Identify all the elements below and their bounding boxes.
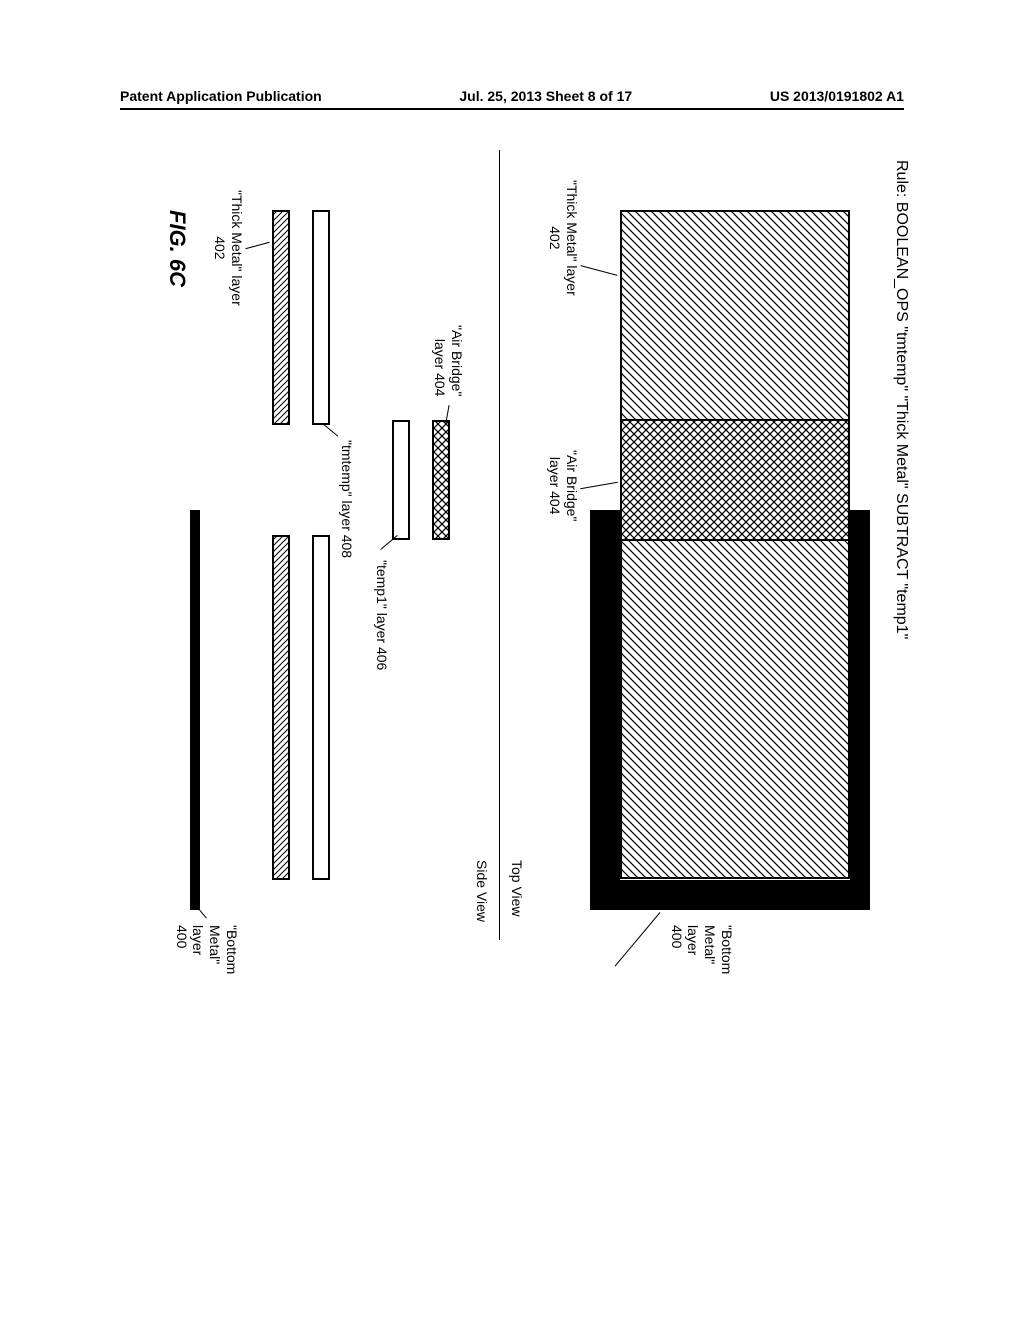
header-rule: [120, 108, 904, 110]
thick-metal-rect-top: [620, 210, 850, 880]
header-center: Jul. 25, 2013 Sheet 8 of 17: [459, 88, 632, 104]
figure-area: Rule: BOOLEAN_OPS "tmtemp" "Thick Metal"…: [0, 150, 910, 940]
header-right: US 2013/0191802 A1: [770, 88, 904, 104]
tmtemp-label-side: "tmtemp" layer 408: [338, 440, 355, 558]
thick-metal-left-side: [272, 210, 290, 425]
page-header: Patent Application Publication Jul. 25, …: [0, 88, 1024, 104]
bottom-metal-label-side: "Bottom Metal" layer 400: [173, 925, 240, 974]
air-bridge-label-top: "Air Bridge" layer 404: [546, 450, 580, 521]
leader-bottommetal-top: [615, 912, 661, 966]
temp1-label-side: "temp1" layer 406: [373, 560, 390, 670]
top-view: [590, 210, 870, 910]
air-bridge-bar-side: [432, 420, 450, 540]
bottom-metal-bar-side: [190, 510, 200, 910]
thick-metal-label-side: "Thick Metal" layer 402: [211, 190, 245, 306]
view-separator: [499, 150, 500, 940]
header-left: Patent Application Publication: [120, 88, 322, 104]
thick-metal-right-side: [272, 535, 290, 880]
tmtemp-right-side: [312, 535, 330, 880]
figure-label: FIG. 6C: [164, 210, 190, 287]
rule-text: Rule: BOOLEAN_OPS "tmtemp" "Thick Metal"…: [892, 160, 910, 639]
tmtemp-left-side: [312, 210, 330, 425]
bottom-metal-label-top: "Bottom Metal" layer 400: [668, 925, 735, 974]
side-view: [140, 210, 480, 910]
top-view-label: Top View: [508, 860, 525, 917]
thick-metal-label-top: "Thick Metal" layer 402: [546, 180, 580, 296]
temp1-bar-side: [392, 420, 410, 540]
air-bridge-label-side: "Air Bridge" layer 404: [431, 325, 465, 396]
